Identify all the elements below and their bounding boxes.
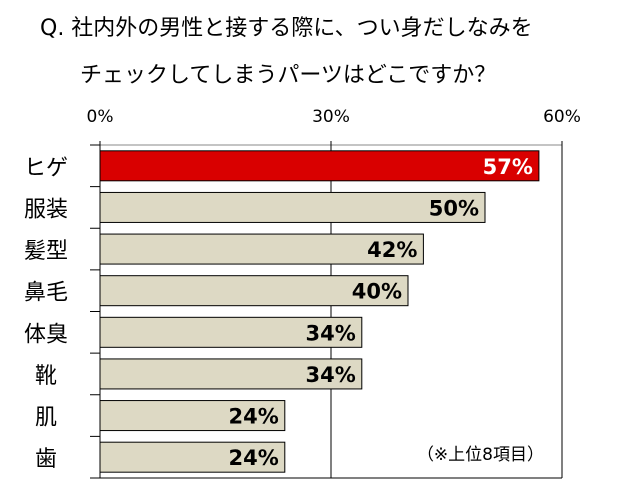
bar	[99, 233, 424, 265]
category-label: 体臭	[24, 322, 68, 347]
bar	[99, 150, 540, 182]
bar	[99, 441, 286, 473]
chart-title-line2: チェックしてしまうパーツはどこですか？	[80, 63, 497, 88]
data-label: 50%	[429, 196, 479, 220]
data-label: 24%	[229, 446, 279, 470]
x-tick-label: 30%	[312, 107, 350, 127]
bar	[99, 275, 409, 307]
category-label: 鼻毛	[24, 281, 68, 306]
category-label: 歯	[35, 447, 57, 472]
data-label: 42%	[367, 238, 417, 262]
bar	[99, 316, 363, 348]
data-label: 34%	[306, 321, 356, 345]
bar	[99, 191, 486, 223]
bar	[99, 400, 286, 432]
category-label: 肌	[35, 406, 57, 431]
bar	[99, 358, 363, 390]
data-label: 40%	[352, 280, 402, 304]
category-label: ヒゲ	[24, 156, 68, 181]
data-label: 57%	[483, 155, 533, 179]
x-tick-label: 60%	[543, 107, 581, 127]
data-label: 34%	[306, 363, 356, 387]
chart-note: （※上位8項目）	[417, 445, 544, 465]
x-tick-label: 0%	[87, 107, 114, 127]
category-label: 服装	[24, 197, 68, 222]
category-label: 髪型	[24, 239, 68, 264]
category-label: 靴	[35, 364, 57, 389]
chart-title-line1: Q. 社内外の男性と接する際に、つい身だしなみを	[40, 16, 533, 41]
data-label: 24%	[229, 405, 279, 429]
